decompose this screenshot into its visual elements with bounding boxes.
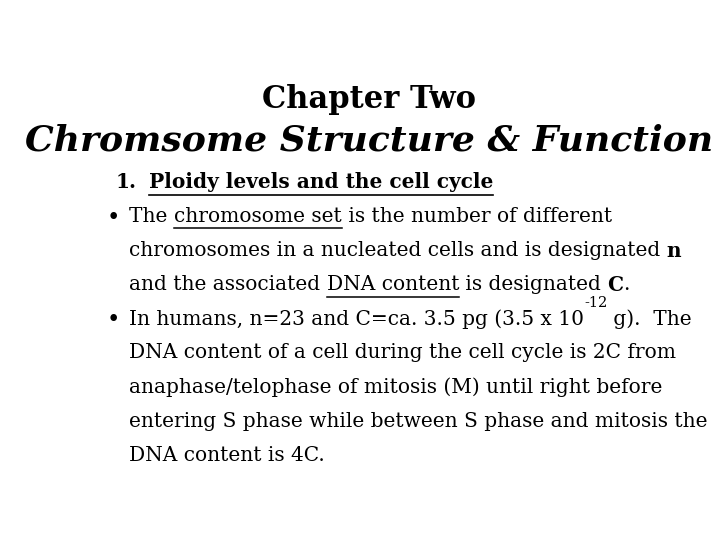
Text: g).  The: g). The	[607, 309, 692, 329]
Text: Chapter Two: Chapter Two	[262, 84, 476, 114]
Text: C: C	[607, 275, 624, 295]
Text: -12: -12	[584, 295, 607, 309]
Text: chromosome set: chromosome set	[174, 207, 341, 226]
Text: Ploidy levels and the cell cycle: Ploidy levels and the cell cycle	[148, 172, 493, 192]
Text: •: •	[107, 207, 120, 229]
Text: anaphase/telophase of mitosis (M) until right before: anaphase/telophase of mitosis (M) until …	[129, 377, 662, 397]
Text: chromosomes in a nucleated cells and is designated: chromosomes in a nucleated cells and is …	[129, 241, 667, 260]
Text: Chromsome Structure & Function: Chromsome Structure & Function	[25, 123, 713, 157]
Text: .: .	[624, 275, 630, 294]
Text: and the associated: and the associated	[129, 275, 327, 294]
Text: DNA content is 4C.: DNA content is 4C.	[129, 446, 325, 465]
Text: In humans, n=23 and C=ca. 3.5 pg (3.5 x 10: In humans, n=23 and C=ca. 3.5 pg (3.5 x …	[129, 309, 584, 329]
Text: 1.: 1.	[115, 172, 136, 192]
Text: The: The	[129, 207, 174, 226]
Text: n: n	[667, 241, 681, 261]
Text: entering S phase while between S phase and mitosis the: entering S phase while between S phase a…	[129, 411, 708, 430]
Text: DNA content of a cell during the cell cycle is 2C from: DNA content of a cell during the cell cy…	[129, 343, 676, 362]
Text: •: •	[107, 309, 120, 332]
Text: DNA content: DNA content	[327, 275, 459, 294]
Text: is the number of different: is the number of different	[341, 207, 612, 226]
Text: is designated: is designated	[459, 275, 607, 294]
